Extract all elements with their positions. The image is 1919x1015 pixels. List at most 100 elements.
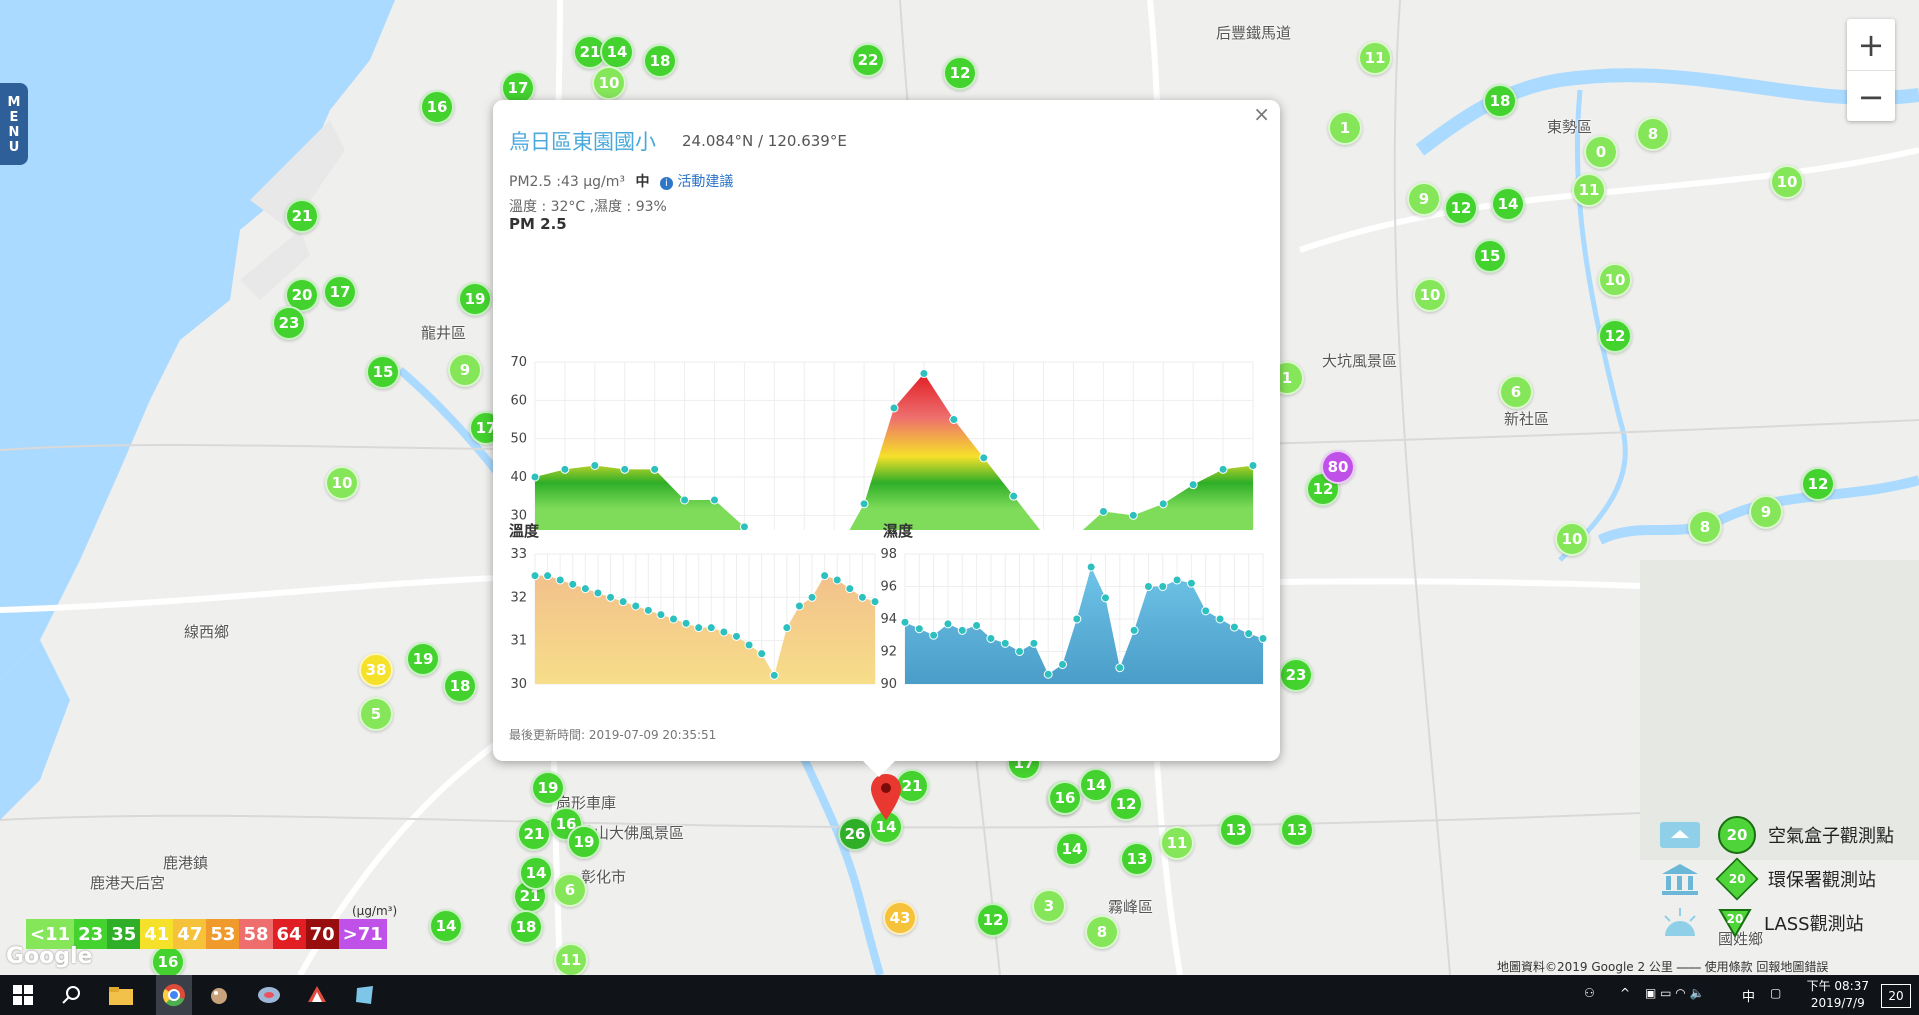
station-marker[interactable]: 3 — [1032, 889, 1066, 923]
legend-epa[interactable]: 20 環保署觀測站 — [1658, 857, 1894, 901]
station-marker[interactable]: 8 — [1085, 915, 1119, 949]
station-marker[interactable]: 19 — [531, 771, 565, 805]
station-marker[interactable]: 6 — [1499, 375, 1533, 409]
data-point — [643, 605, 653, 615]
station-marker[interactable]: 12 — [1109, 787, 1143, 821]
station-marker[interactable]: 80 — [1321, 450, 1355, 484]
data-point — [914, 624, 924, 634]
station-marker[interactable]: 5 — [359, 697, 393, 731]
humidity-chart: 90 92 94 96 98 — [880, 547, 1268, 690]
person-icon[interactable]: ⚇ — [1584, 986, 1595, 1000]
station-marker[interactable]: 11 — [1358, 41, 1392, 75]
station-marker[interactable]: 26 — [838, 817, 872, 851]
station-marker[interactable]: 19 — [458, 282, 492, 316]
station-marker[interactable]: 8 — [1636, 117, 1670, 151]
station-marker[interactable]: 12 — [1306, 472, 1340, 506]
station-marker[interactable]: 23 — [1279, 658, 1313, 692]
station-marker[interactable]: 38 — [359, 653, 393, 687]
station-marker[interactable]: 9 — [1407, 182, 1441, 216]
station-marker[interactable]: 6 — [553, 873, 587, 907]
station-marker[interactable]: 16 — [151, 945, 185, 975]
station-marker[interactable]: 14 — [519, 856, 553, 890]
zoom-out-button[interactable]: − — [1857, 77, 1885, 116]
app-icon[interactable] — [304, 982, 330, 1008]
tray-icons[interactable]: ▣ ▭ ◠ 🔈 — [1645, 986, 1705, 1000]
station-marker[interactable]: 10 — [1598, 263, 1632, 297]
station-marker[interactable]: 18 — [509, 910, 543, 944]
selected-pin-icon[interactable] — [870, 772, 902, 822]
station-marker[interactable]: 14 — [429, 909, 463, 943]
station-marker[interactable]: 18 — [443, 669, 477, 703]
chrome-icon[interactable] — [156, 975, 192, 1015]
station-marker[interactable]: 13 — [1219, 813, 1253, 847]
station-marker[interactable]: 11 — [554, 943, 588, 975]
station-marker[interactable]: 23 — [272, 306, 306, 340]
close-icon[interactable]: × — [1253, 102, 1270, 126]
station-marker[interactable]: 21 — [285, 199, 319, 233]
data-point — [1186, 578, 1196, 588]
station-marker[interactable]: 17 — [501, 71, 535, 105]
zoom-in-button[interactable]: + — [1847, 19, 1895, 71]
legend-airbox[interactable]: 20 空氣盒子觀測點 — [1658, 813, 1894, 857]
station-marker[interactable]: 16 — [420, 90, 454, 124]
station-marker[interactable]: 15 — [366, 355, 400, 389]
station-marker[interactable]: 17 — [323, 275, 357, 309]
app-icon[interactable] — [206, 982, 232, 1008]
station-marker[interactable]: 14 — [1055, 832, 1089, 866]
windows-start-icon[interactable] — [10, 982, 36, 1008]
search-icon[interactable] — [58, 982, 84, 1008]
pm25-chart: 1020304050607020000408121620 — [510, 355, 1258, 530]
station-marker[interactable]: 0 — [1584, 135, 1618, 169]
station-marker[interactable]: 8 — [1688, 510, 1722, 544]
ime-indicator[interactable]: 中 — [1742, 990, 1756, 1005]
sun-icon — [1658, 904, 1702, 942]
station-marker[interactable]: 1 — [1328, 111, 1362, 145]
station-marker[interactable]: 15 — [1473, 239, 1507, 273]
app-icon[interactable] — [256, 982, 282, 1008]
station-marker[interactable]: 18 — [643, 44, 677, 78]
station-marker[interactable]: 11 — [1572, 173, 1606, 207]
station-marker[interactable]: 12 — [943, 56, 977, 90]
clock[interactable]: 下午 08:37 2019/7/9 — [1807, 978, 1869, 1012]
station-marker[interactable]: 14 — [600, 35, 634, 69]
app-icon[interactable] — [352, 982, 378, 1008]
station-marker[interactable]: 9 — [1749, 495, 1783, 529]
station-marker[interactable]: 10 — [325, 466, 359, 500]
station-marker[interactable]: 12 — [1801, 467, 1835, 501]
station-marker[interactable]: 11 — [1160, 826, 1194, 860]
station-marker[interactable]: 10 — [1770, 165, 1804, 199]
station-marker[interactable]: 13 — [1280, 813, 1314, 847]
file-explorer-icon[interactable] — [108, 982, 134, 1008]
station-marker[interactable]: 18 — [1483, 84, 1517, 118]
station-marker[interactable]: 12 — [976, 903, 1010, 937]
station-marker[interactable]: 16 — [1048, 781, 1082, 815]
map-attribution[interactable]: 地圖資料©2019 Google 2 公里 ⎯⎯⎯⎯ 使用條款 回報地圖錯誤 — [1497, 960, 1829, 974]
station-marker[interactable]: 10 — [592, 66, 626, 100]
data-point — [943, 619, 953, 629]
station-marker[interactable]: 14 — [1079, 768, 1113, 802]
data-point — [1218, 464, 1228, 474]
station-marker[interactable]: 10 — [1555, 522, 1589, 556]
place-label: 新社區 — [1504, 410, 1550, 428]
keyboard-icon[interactable]: ▢ — [1770, 986, 1782, 1000]
data-point — [1098, 507, 1108, 516]
station-marker[interactable]: 21 — [517, 817, 551, 851]
station-marker[interactable]: 22 — [851, 43, 885, 77]
station-marker[interactable]: 14 — [1491, 187, 1525, 221]
station-marker[interactable]: 12 — [1444, 191, 1478, 225]
data-point — [870, 597, 880, 607]
station-marker[interactable]: 43 — [883, 901, 917, 935]
station-marker[interactable]: 13 — [1120, 842, 1154, 876]
legend-lass[interactable]: 20 LASS觀測站 — [1658, 901, 1894, 945]
place-label: 彰化市 — [581, 868, 627, 886]
station-marker[interactable]: 9 — [448, 353, 482, 387]
station-marker[interactable]: 19 — [406, 642, 440, 676]
notification-icon[interactable]: 20 — [1881, 984, 1911, 1008]
station-marker[interactable]: 12 — [1598, 319, 1632, 353]
chevron-up-icon[interactable]: ^ — [1620, 986, 1631, 1000]
station-marker[interactable]: 19 — [567, 825, 601, 859]
station-marker[interactable]: 20 — [285, 278, 319, 312]
station-marker[interactable]: 10 — [1413, 278, 1447, 312]
activity-advice-link[interactable]: i 活動建議 — [659, 174, 733, 190]
